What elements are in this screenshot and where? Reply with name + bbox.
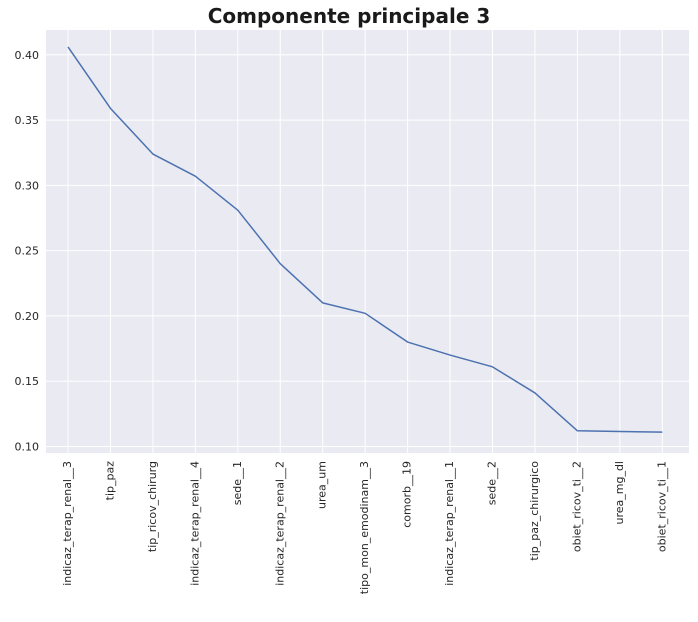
y-tick-label: 0.35 [15, 114, 40, 127]
x-tick-label: tip_ricov_chirurg [146, 461, 159, 552]
y-tick-label: 0.40 [15, 49, 40, 62]
x-tick-label: tip_paz [103, 461, 116, 501]
x-tick-label: sede__1 [231, 461, 244, 505]
y-tick-label: 0.15 [15, 375, 40, 388]
x-tick-label: comorb__19 [401, 461, 414, 528]
x-tick-label: obiet_ricov_ti__2 [570, 461, 583, 552]
series-layer [67, 46, 663, 433]
chart-title: Componente principale 3 [207, 4, 491, 28]
x-tick-label: indicaz_terap_renal__3 [61, 461, 74, 586]
y-axis-ticks: 0.10 0.15 0.20 0.25 0.30 0.35 0.40 [15, 49, 40, 454]
x-tick-label: indicaz_terap_renal__4 [188, 461, 201, 586]
x-tick-label: tipo_mon_emodinam__3 [358, 461, 371, 594]
y-tick-label: 0.25 [15, 245, 40, 258]
grid-lines [46, 30, 689, 453]
y-tick-label: 0.20 [15, 310, 40, 323]
x-tick-label: urea_um [316, 461, 329, 509]
y-tick-label: 0.10 [15, 440, 40, 453]
x-tick-label: indicaz_terap_renal__1 [443, 461, 456, 586]
x-tick-label: tip_paz_chirurgico [528, 461, 541, 561]
x-tick-label: indicaz_terap_renal__2 [273, 461, 286, 586]
x-tick-label: sede__2 [486, 461, 499, 505]
x-tick-label: urea_mg_dl [613, 461, 626, 525]
x-tick-label: obiet_ricov_ti__1 [655, 461, 668, 552]
x-axis-ticks: indicaz_terap_renal__3 tip_paz tip_ricov_c… [61, 461, 668, 594]
plot-area [46, 30, 689, 453]
y-tick-label: 0.30 [15, 179, 40, 192]
